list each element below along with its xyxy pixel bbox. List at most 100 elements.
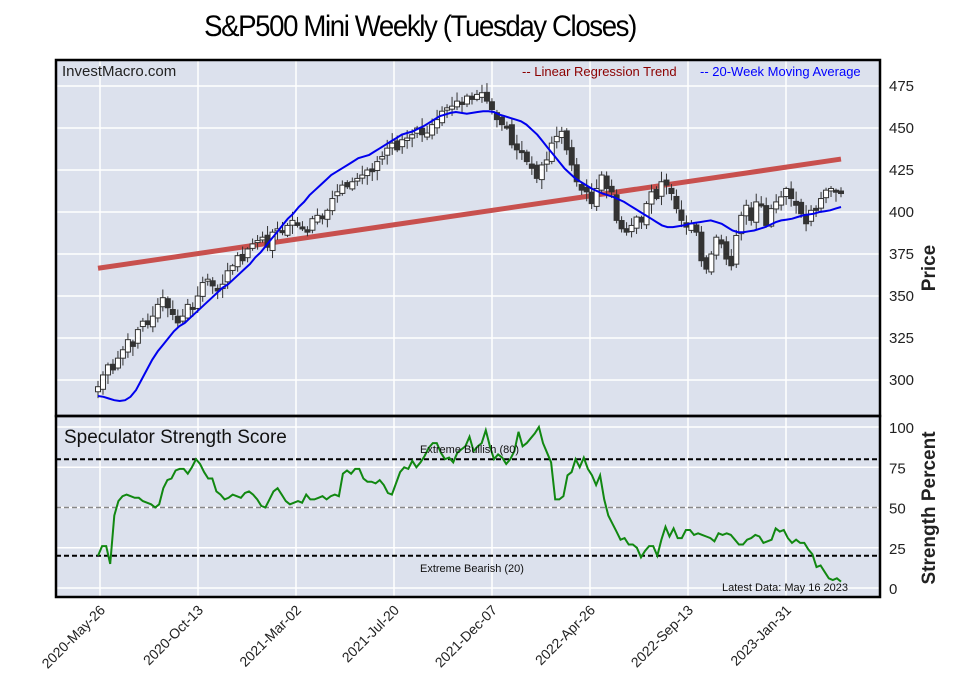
price-tick-label: 450 bbox=[889, 120, 914, 137]
candle-body bbox=[668, 187, 675, 195]
candle-body bbox=[593, 187, 600, 207]
candle bbox=[698, 226, 705, 267]
price-tick-label: 425 bbox=[889, 162, 914, 179]
candle-body bbox=[304, 229, 311, 233]
candle-body bbox=[119, 349, 126, 359]
candle-body bbox=[738, 214, 745, 235]
candle-body bbox=[658, 181, 665, 197]
candle-body bbox=[663, 179, 670, 186]
candle-body bbox=[713, 236, 720, 256]
candle-body bbox=[134, 329, 141, 344]
candle-body bbox=[633, 216, 640, 229]
candle-body bbox=[404, 137, 411, 141]
candle bbox=[114, 350, 121, 371]
candle-body bbox=[768, 208, 775, 227]
candle-body bbox=[104, 364, 111, 376]
candle bbox=[129, 339, 136, 356]
candle bbox=[329, 190, 336, 216]
candle bbox=[464, 93, 471, 108]
price-tick-label: 375 bbox=[889, 246, 914, 263]
candle-body bbox=[833, 189, 840, 193]
candle-body bbox=[678, 209, 685, 221]
strength-panel-grid bbox=[56, 416, 880, 597]
candle bbox=[134, 326, 141, 349]
candle bbox=[199, 276, 206, 302]
price-tick-label: 475 bbox=[889, 78, 914, 95]
price-axis-ticks: 300 325 350 375 400 425 450 475 bbox=[889, 78, 914, 389]
candle-body bbox=[194, 295, 201, 309]
candle-body bbox=[459, 101, 466, 105]
candle-body bbox=[99, 374, 106, 390]
candle-body bbox=[409, 134, 416, 139]
candle bbox=[379, 151, 386, 165]
candle bbox=[798, 198, 805, 218]
strength-axis-label: Strength Percent bbox=[919, 431, 940, 585]
candle-body bbox=[623, 228, 630, 233]
candle-body bbox=[144, 320, 151, 326]
candle bbox=[758, 196, 765, 208]
strength-tick-label: 75 bbox=[889, 460, 906, 477]
candle-body bbox=[733, 235, 740, 265]
candle-body bbox=[384, 147, 391, 156]
candle bbox=[254, 235, 261, 250]
candle bbox=[354, 173, 361, 186]
candle bbox=[294, 216, 301, 228]
candle bbox=[498, 115, 505, 131]
candle-body bbox=[279, 230, 286, 234]
candle bbox=[349, 177, 356, 191]
candle bbox=[119, 346, 126, 366]
candle bbox=[723, 236, 730, 266]
candle-body bbox=[204, 278, 211, 282]
candle bbox=[813, 205, 820, 218]
candle-body bbox=[813, 207, 820, 211]
candle-body bbox=[174, 315, 181, 324]
candle-body bbox=[703, 257, 710, 270]
candle bbox=[613, 189, 620, 224]
candle-body bbox=[449, 105, 456, 110]
candle bbox=[778, 191, 785, 211]
x-tick-label: 2020-Oct-13 bbox=[140, 602, 206, 668]
candle-body bbox=[638, 216, 645, 223]
candle-body bbox=[788, 188, 795, 200]
candle-body bbox=[374, 161, 381, 171]
candle-body bbox=[424, 132, 431, 138]
candle-body bbox=[473, 93, 480, 100]
strength-axis-ticks: 0 25 50 75 100 bbox=[889, 420, 914, 598]
candle bbox=[673, 189, 680, 214]
strength-reference-lines bbox=[56, 458, 880, 557]
candle-body bbox=[184, 303, 191, 319]
candle-body bbox=[239, 253, 246, 262]
candle-body bbox=[498, 116, 505, 126]
candle-body bbox=[653, 188, 660, 200]
candle-body bbox=[563, 130, 570, 151]
candle bbox=[339, 180, 346, 196]
candle-body bbox=[354, 177, 361, 182]
candle-body bbox=[454, 100, 461, 108]
candle-body bbox=[793, 200, 800, 206]
candle bbox=[364, 167, 371, 185]
candle-body bbox=[429, 124, 436, 136]
candle bbox=[828, 186, 835, 198]
candle-body bbox=[743, 204, 750, 217]
candle-body bbox=[434, 119, 441, 129]
candle-body bbox=[823, 189, 830, 199]
candle bbox=[668, 184, 675, 201]
candle-body bbox=[753, 201, 760, 223]
candle-body bbox=[758, 203, 765, 207]
candle-body bbox=[748, 207, 755, 221]
candle-body bbox=[598, 174, 605, 191]
candle-body bbox=[528, 163, 535, 169]
candle-body bbox=[523, 151, 530, 163]
candle-body bbox=[164, 298, 171, 309]
legend-regression: -- Linear Regression Trend bbox=[522, 64, 677, 79]
moving-average-line bbox=[97, 110, 842, 403]
price-candles bbox=[95, 83, 844, 399]
candle bbox=[823, 187, 830, 204]
candle-body bbox=[513, 143, 520, 151]
candle bbox=[838, 187, 844, 198]
candle bbox=[483, 83, 490, 104]
strength-tick-label: 25 bbox=[889, 541, 906, 558]
candle-body bbox=[538, 164, 545, 181]
candle-body bbox=[723, 241, 730, 260]
candle-body bbox=[169, 309, 176, 315]
